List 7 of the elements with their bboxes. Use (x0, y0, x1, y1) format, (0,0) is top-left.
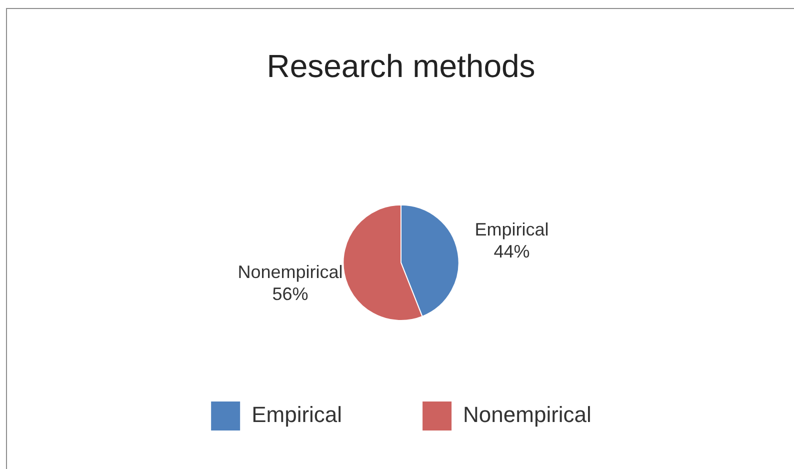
legend-label: Empirical (252, 402, 342, 428)
legend-label: Nonempirical (463, 402, 592, 428)
data-label: 56% (272, 284, 308, 304)
chart-title: Research methods (266, 48, 536, 84)
slice-label: Nonempirical (238, 262, 343, 282)
slice-label: Empirical (474, 220, 549, 240)
data-label: 44% (494, 242, 530, 262)
